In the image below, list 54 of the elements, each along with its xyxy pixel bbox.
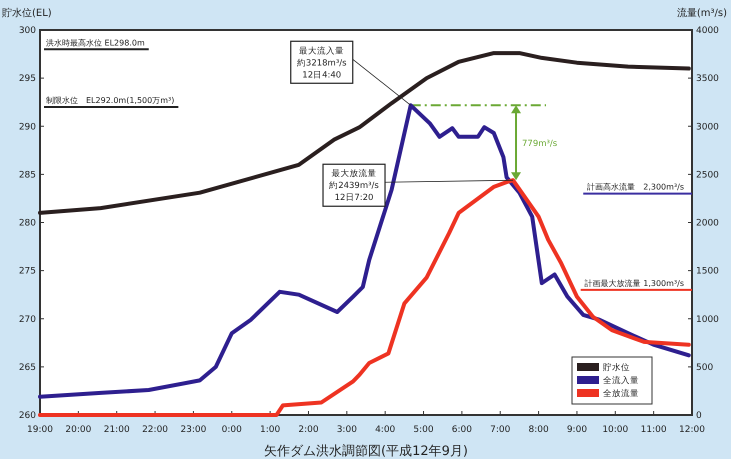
- x-tick-label: 10:00: [602, 425, 629, 435]
- annotation: 779m³/s: [522, 138, 558, 149]
- ref-line-label: 制限水位 EL292.0m(1,500万m³): [46, 96, 174, 105]
- y-tick-label: 1000: [696, 314, 720, 325]
- x-tick-label: 4:00: [375, 425, 396, 435]
- ref-line: 計画最大放流量 1,300m³/s: [580, 278, 692, 291]
- y2-tick-label: 290: [18, 122, 36, 132]
- ref-line: 洪水時最高水位 EL298.0m: [44, 38, 149, 50]
- y-tick-label: 1500: [696, 266, 720, 277]
- x-tick-label: 1:00: [260, 425, 280, 435]
- y2-tick-label: 275: [18, 266, 36, 277]
- y2-tick-label: 280: [18, 218, 36, 228]
- x-tick-label: 19:00: [27, 425, 54, 435]
- x-tick-label: 9:00: [566, 425, 588, 435]
- x-tick-label: 12:00: [679, 425, 706, 435]
- x-tick-label: 21:00: [104, 425, 130, 435]
- annotation: 最大流入量約3218m³/s12日4:40: [296, 45, 348, 80]
- y2-axis-title: 貯水位(EL): [2, 7, 52, 19]
- x-tick-label: 20:00: [65, 425, 92, 435]
- x-tick-label: 11:00: [640, 425, 667, 435]
- x-tick-label: 0:00: [222, 425, 242, 435]
- ref-line-label: 計画最大放流量 1,300m³/s: [584, 278, 684, 288]
- legend-label: 貯水位: [603, 362, 630, 373]
- ref-line: 制限水位 EL292.0m(1,500万m³): [44, 96, 178, 108]
- annotation: 最大放流量約2439m³/s12日7:20: [329, 168, 380, 204]
- y-tick-label: 0: [696, 411, 702, 421]
- legend-label: 全放流量: [603, 388, 639, 399]
- y-tick-label: 3500: [696, 74, 720, 84]
- ref-line: 計画高水流量 2,300m³/s: [583, 182, 692, 195]
- x-tick-label: 7:00: [490, 425, 511, 435]
- y-axis-title: 流量(m³/s): [676, 7, 728, 19]
- legend-label: 全流入量: [603, 375, 639, 386]
- x-tick-label: 8:00: [528, 425, 549, 435]
- text: 矢作ダム洪水調節図(平成12年9月): [264, 444, 468, 459]
- y2-tick-label: 285: [18, 170, 36, 180]
- ref-line-label: 洪水時最高水位 EL298.0m: [46, 38, 145, 48]
- y-tick-label: 3000: [696, 122, 720, 132]
- y2-tick-label: 270: [18, 314, 36, 325]
- y-tick-label: 2000: [696, 218, 720, 228]
- ref-line-label: 計画高水流量 2,300m³/s: [587, 182, 684, 192]
- y-tick-label: 2500: [696, 170, 720, 180]
- y-tick-label: 4000: [696, 26, 720, 36]
- x-tick-label: 23:00: [180, 425, 207, 435]
- line-series: [38, 103, 691, 399]
- y-tick-label: 500: [696, 362, 714, 373]
- y2-tick-label: 300: [18, 26, 36, 36]
- y2-tick-label: 295: [18, 74, 36, 84]
- x-tick-label: 6:00: [452, 425, 472, 435]
- y2-tick-label: 265: [18, 362, 36, 373]
- y2-tick-label: 260: [18, 411, 36, 421]
- x-tick-label: 3:00: [336, 425, 358, 435]
- x-tick-label: 5:00: [413, 425, 434, 435]
- x-tick-label: 22:00: [142, 425, 168, 435]
- x-tick-label: 2:00: [298, 425, 319, 435]
